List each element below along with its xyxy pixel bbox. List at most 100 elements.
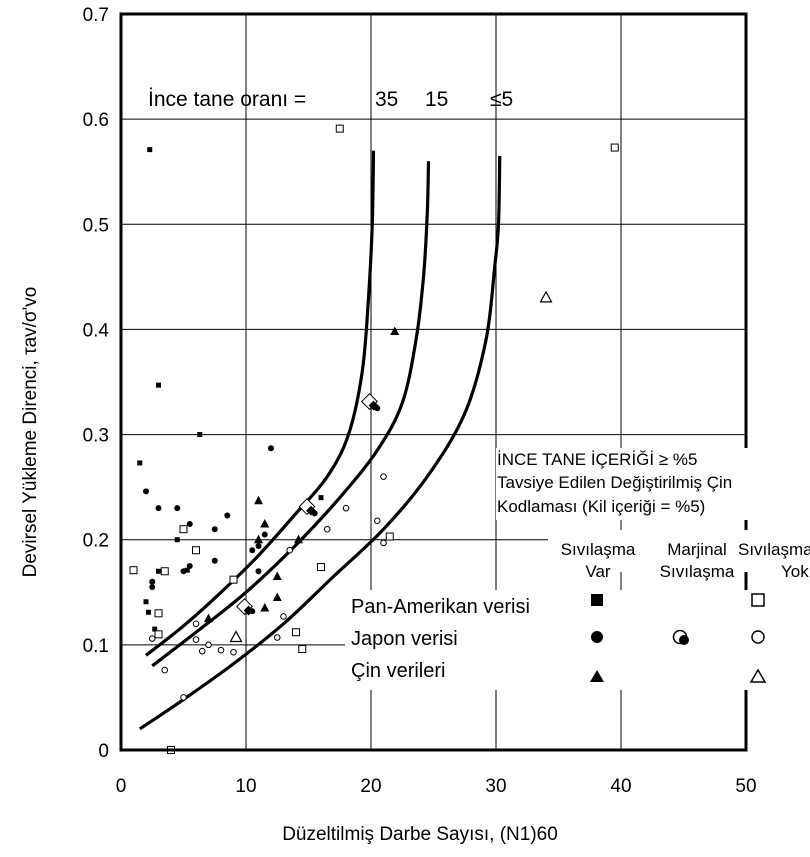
point-circle-open [380,473,387,480]
point-circle-open [286,546,294,554]
point-circle-open [380,539,387,547]
point-square-open [610,143,619,152]
fines-value-15: 15 [425,88,448,111]
legend-title-line-2: Tavsiye Edilen Değiştirilmiş Çin [497,473,732,492]
point-square-filled [197,432,203,438]
point-circle-filled [255,543,262,550]
legend-col-2-line-1: Marjinal [667,540,727,559]
point-square-open [192,546,200,555]
y-tick-label: 0.2 [83,531,109,552]
x-tick-label: 20 [360,776,381,797]
y-tick-label: 0.7 [83,5,109,26]
point-circle-open [161,666,169,674]
point-circle-half [236,598,254,616]
point-circle-filled [149,584,156,591]
legend-row-2-label: Japon verisi [351,628,458,650]
legend-col-1-line-1: Sıvılaşma [561,540,636,559]
point-square-open [179,525,188,534]
legend-marker-triangle-filled [590,670,604,682]
point-circle-filled [149,578,156,585]
x-tick-label: 0 [116,776,127,797]
fines-value-35: 35 [375,88,398,111]
point-circle-open [273,634,281,641]
point-triangle-filled [260,603,270,612]
y-tick-label: 0.5 [83,215,109,236]
point-circle-filled [224,512,231,519]
point-circle-filled [186,563,193,569]
point-circle-half [298,498,316,516]
point-circle-open [373,517,381,525]
legend-marker-triangle-open [749,668,767,683]
point-triangle-open [539,290,553,303]
point-triangle-open [229,630,243,643]
point-circle-open [198,647,206,655]
point-square-filled [156,382,161,388]
legend-marker-square-filled [591,594,603,606]
point-square-open [335,124,344,133]
point-circle-filled [261,531,268,538]
point-triangle-filled [254,534,263,544]
y-tick-label: 0.6 [83,110,109,131]
curve-fines-15 [151,161,431,668]
point-circle-open [180,694,187,701]
point-circle-filled [143,488,149,495]
x-tick-label: 10 [235,776,256,797]
point-circle-filled [211,526,218,533]
legend-title-line-3: Kodlaması (Kil içeriği = %5) [497,497,705,516]
point-square-open [154,630,163,639]
point-square-filled [174,537,180,543]
point-square-open [154,609,163,618]
point-square-filled [146,609,151,615]
legend-background-2 [548,530,810,572]
y-tick-label: 0 [98,741,109,762]
point-circle-filled [174,505,181,512]
x-tick-label: 40 [610,776,631,797]
legend-marker-circle-half [672,629,689,645]
point-square-open [160,567,169,576]
point-circle-filled [268,445,274,452]
point-circle-open [323,525,331,533]
point-circle-filled [255,568,262,575]
legend-col-1-line-2: Var [585,562,611,581]
point-circle-open [217,646,225,654]
point-circle-open [192,620,200,628]
legend-marker-circle-open [751,630,765,644]
point-triangle-filled [204,613,213,623]
curve-fines-≤5 [138,155,502,731]
point-square-filled [156,568,161,574]
y-axis-label: Devirsel Yükleme Direnci, τav/σ'vo [20,287,41,578]
legend-col-3-line-1: Sıvılaşma [738,540,810,559]
legend: İNCE TANE İÇERİĞİ ≥ %5 Tavsiye Edilen De… [345,448,810,690]
point-triangle-filled [272,571,282,581]
point-circle-open [342,504,350,512]
legend-title-line-1: İNCE TANE İÇERİĞİ ≥ %5 [497,450,697,469]
legend-row-1-label: Pan-Amerikan verisi [351,596,530,618]
point-triangle-filled [390,326,400,336]
y-tick-label: 0.3 [83,426,109,447]
point-circle-filled [180,568,187,575]
legend-row-3-label: Çin verileri [351,660,445,682]
point-circle-open [148,635,156,642]
point-circle-open [230,648,237,656]
point-circle-half [361,393,379,411]
point-circle-filled [249,547,256,554]
point-circle-filled [155,505,162,512]
point-square-filled [143,599,149,605]
point-square-open [129,566,138,575]
point-circle-open [280,613,287,620]
point-square-open [298,645,307,654]
point-square-open [317,563,325,572]
point-square-filled [152,626,158,632]
point-square-filled [184,567,190,573]
legend-background [496,448,810,520]
legend-marker-square-open [751,593,765,607]
legend-col-3-line-2: Yok [781,562,809,581]
point-circle-filled [211,557,218,564]
legend-rows-background [345,590,785,690]
fines-content-curves [138,150,502,731]
point-square-filled [318,495,324,501]
point-triangle-filled [254,495,263,505]
point-square-open [229,575,238,584]
point-square-filled [137,460,143,466]
